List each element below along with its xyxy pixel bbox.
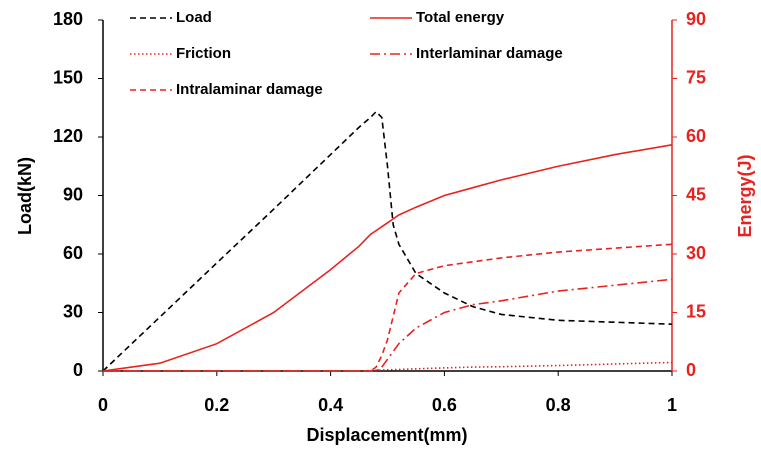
series-line	[103, 361, 673, 372]
legend-label: Friction	[176, 45, 231, 62]
legend-label: Load	[176, 9, 212, 26]
y2-tick-label: 90	[686, 9, 706, 29]
series-line	[102, 144, 673, 372]
y2-tick-label: 45	[686, 184, 706, 204]
legend-label: Total energy	[416, 9, 505, 26]
series-line	[102, 110, 673, 372]
x-tick-label: 0.6	[432, 395, 457, 415]
legend-label: Intralaminar damage	[176, 81, 323, 98]
y-tick-label: 180	[53, 9, 83, 29]
x-tick-label: 0.2	[204, 395, 229, 415]
y2-tick-label: 60	[686, 126, 706, 146]
series-line	[103, 278, 673, 372]
x-tick-label: 0	[98, 395, 108, 415]
x-tick-label: 0.4	[318, 395, 343, 415]
y-tick-label: 0	[73, 360, 83, 380]
x-axis-label: Displacement(mm)	[306, 425, 467, 445]
legend-label: Interlaminar damage	[416, 45, 563, 62]
y2-tick-label: 15	[686, 301, 706, 321]
y-axis-label: Load(kN)	[15, 157, 35, 235]
y2-axis-label: Energy(J)	[735, 154, 755, 237]
x-tick-label: 0.8	[546, 395, 571, 415]
y2-tick-label: 30	[686, 243, 706, 263]
y2-tick-label: 0	[686, 360, 696, 380]
y-tick-label: 60	[63, 243, 83, 263]
x-tick-label: 1	[667, 395, 677, 415]
y-tick-label: 150	[53, 67, 83, 87]
y-tick-label: 30	[63, 301, 83, 321]
y2-tick-label: 75	[686, 67, 706, 87]
y-tick-label: 90	[63, 184, 83, 204]
series-line	[103, 243, 673, 372]
y-tick-label: 120	[53, 126, 83, 146]
